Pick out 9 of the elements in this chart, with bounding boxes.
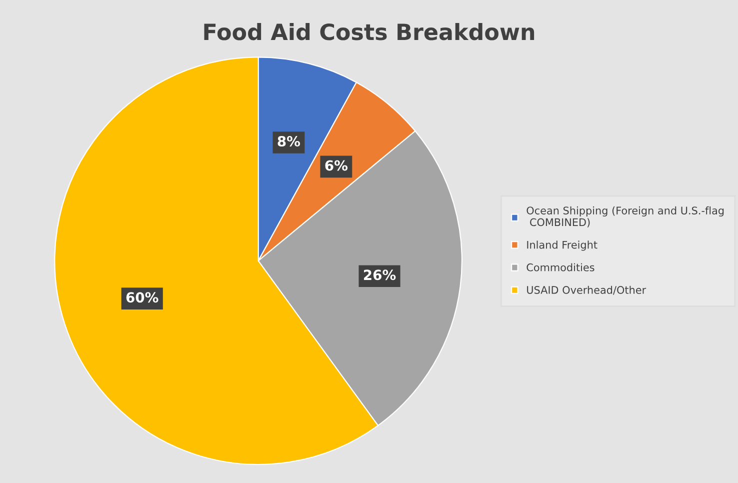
legend-label: Inland Freight xyxy=(527,240,598,251)
chart-title: Food Aid Costs Breakdown xyxy=(204,23,534,40)
data-label: 6% xyxy=(325,160,348,171)
legend-label: Commodities xyxy=(526,263,594,272)
legend-label: Ocean Shipping (Foreign and U.S.-flag COMBINED) xyxy=(526,206,724,228)
data-label: 60% xyxy=(126,292,158,303)
legend-label: USAID Overhead/Other xyxy=(527,286,646,295)
data-label: 8% xyxy=(278,136,300,147)
data-label: 26% xyxy=(364,270,396,280)
